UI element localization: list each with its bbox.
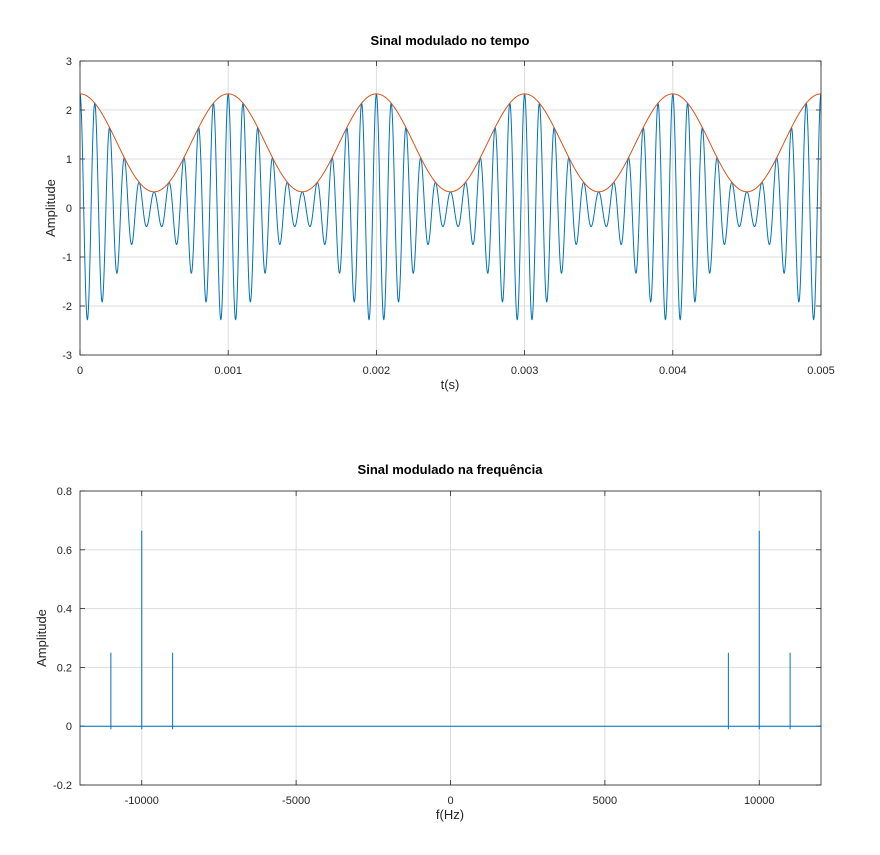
freq-plot-ticks: -10000 -5000 0 5000 10000 0.8 0.6 0.4 0.2 0 -0.2 xyxy=(53,486,821,807)
freq-plot-series xyxy=(80,530,821,730)
time-ytick-label: 2 xyxy=(66,105,72,117)
freq-plot-ylabel: Amplitude xyxy=(34,609,49,667)
time-plot: Sinal modulado no tempo t(s) Amplitude 0… xyxy=(43,33,835,392)
time-ytick-label: 1 xyxy=(66,154,72,166)
freq-ytick-label: 0.2 xyxy=(57,662,72,674)
time-xtick-label: 0.001 xyxy=(214,365,242,377)
time-xtick-label: 0.004 xyxy=(659,365,687,377)
freq-xtick-label: 10000 xyxy=(744,795,775,807)
time-plot-xlabel: t(s) xyxy=(441,377,460,392)
envelope-line xyxy=(79,93,822,193)
time-ytick-label: -3 xyxy=(62,350,72,362)
freq-ytick-label: 0.8 xyxy=(57,486,72,498)
time-xtick-label: 0.005 xyxy=(807,365,835,377)
freq-plot: Sinal modulado na frequência f(Hz) Ampli… xyxy=(34,462,822,822)
freq-xtick-label: 0 xyxy=(447,795,453,807)
time-ytick-label: 3 xyxy=(66,56,72,68)
time-ytick-label: -1 xyxy=(62,252,72,264)
time-xtick-label: 0 xyxy=(77,365,83,377)
freq-ytick-label: 0.6 xyxy=(57,545,72,557)
time-plot-ylabel: Amplitude xyxy=(43,179,58,237)
time-plot-grid xyxy=(79,60,822,356)
freq-ytick-label: 0 xyxy=(66,721,72,733)
time-plot-frame xyxy=(79,60,822,356)
freq-ytick-label: 0.4 xyxy=(57,604,72,616)
time-ytick-label: 0 xyxy=(66,203,72,215)
time-plot-title: Sinal modulado no tempo xyxy=(371,33,530,48)
freq-ytick-label: -0.2 xyxy=(53,780,72,792)
time-xtick-label: 0.002 xyxy=(363,365,391,377)
time-plot-series xyxy=(79,93,822,321)
freq-plot-grid xyxy=(80,490,821,786)
time-xtick-label: 0.003 xyxy=(511,365,539,377)
freq-plot-xlabel: f(Hz) xyxy=(436,807,464,822)
freq-xtick-label: -5000 xyxy=(282,795,310,807)
time-plot-ticks: 0 0.001 0.002 0.003 0.004 0.005 3 2 1 0 -1 -2 -3 xyxy=(62,56,835,377)
freq-xtick-label: -10000 xyxy=(125,795,159,807)
freq-plot-frame xyxy=(79,490,822,786)
modulated-signal-line xyxy=(79,93,822,321)
time-ytick-label: -2 xyxy=(62,301,72,313)
freq-plot-title: Sinal modulado na frequência xyxy=(358,462,544,477)
freq-xtick-label: 5000 xyxy=(593,795,617,807)
